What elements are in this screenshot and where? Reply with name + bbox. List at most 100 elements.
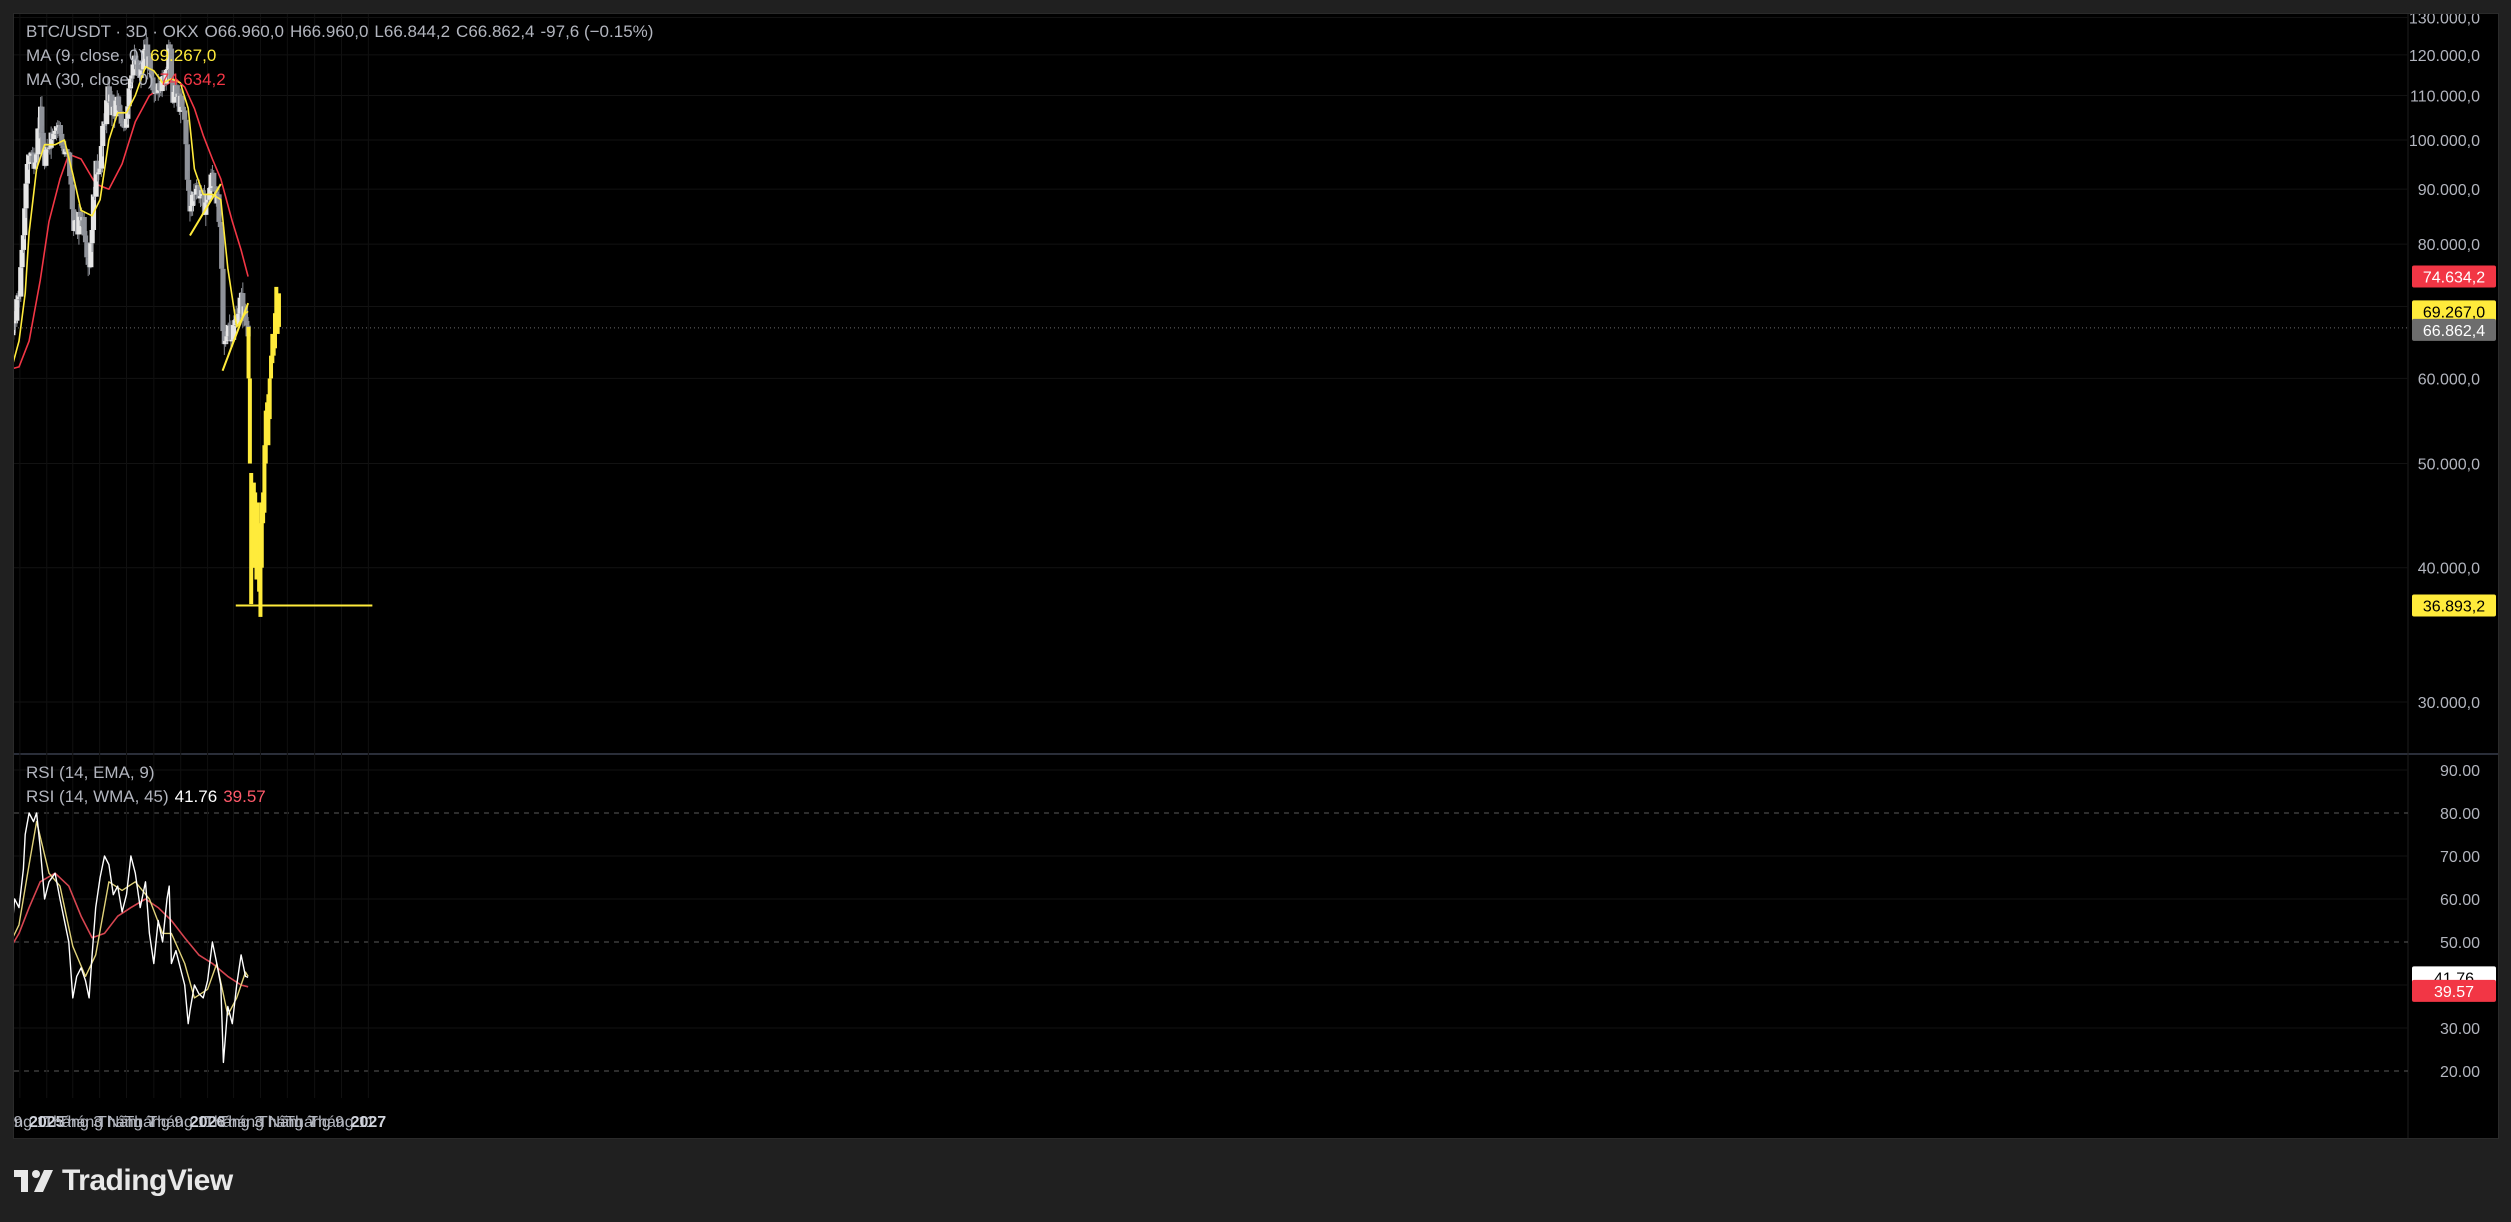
candle-body (221, 331, 227, 345)
rsi-tick-label: 60.00 (2440, 892, 2480, 909)
candle-body (212, 186, 218, 192)
candle-body (35, 128, 41, 155)
ma30-price-label: 74.634,2 (2423, 270, 2485, 287)
candle-body (216, 194, 222, 222)
candle-body (139, 69, 145, 71)
candle-body (164, 68, 171, 70)
candle-body (18, 267, 24, 297)
candle-body (19, 249, 25, 268)
candle-body (76, 211, 82, 235)
candle-body (147, 56, 153, 71)
price-tick-label: 110.000,0 (2410, 88, 2480, 105)
price-tick-label: 130.000,0 (2409, 14, 2480, 28)
candle-body (104, 100, 110, 125)
rsi2-legend-label[interactable]: RSI (14, WMA, 45) (26, 787, 169, 806)
rsi1-legend[interactable]: RSI (14, EMA, 9) (26, 762, 160, 784)
candle-body (59, 133, 65, 146)
candle-body (184, 144, 190, 180)
candle-body (149, 70, 155, 78)
symbol-legend[interactable]: BTC/USDT · 3D · OKX O66.960,0 H66.960,0 L66… (26, 21, 659, 43)
projection-bar (263, 410, 268, 464)
projection-bar (259, 502, 264, 568)
candle-body (115, 96, 122, 106)
candle-body (123, 118, 130, 128)
ma9-legend[interactable]: MA (9, close, 0) 69.267,0 (26, 45, 222, 67)
candle-body (126, 88, 132, 107)
candle-body (232, 320, 238, 326)
candle-body (154, 92, 160, 94)
time-tick-label: Tháng Năm (58, 1114, 142, 1131)
candle-body (193, 188, 200, 195)
price-change: -97,6 (−0.15%) (540, 22, 654, 41)
candle-body (34, 154, 40, 163)
price-tick-label: 30.000,0 (2418, 695, 2480, 712)
ohlc-close: C66.862,4 (456, 22, 535, 41)
candle-body (53, 126, 60, 131)
ma30-line-layer (14, 78, 249, 370)
rsi-layer (14, 812, 249, 1064)
candle-body (138, 69, 144, 78)
candle-body (167, 44, 173, 49)
ma30-legend[interactable]: MA (30, close, 0) 74.634,2 (26, 69, 232, 91)
rsi1-legend-label[interactable]: RSI (14, EMA, 9) (26, 763, 155, 782)
candle-body (118, 111, 124, 124)
chart-canvas[interactable]: 130.000,0 120.000,0 110.000,0 100.000,0 90.0… (14, 14, 2498, 1138)
candle-body (197, 196, 204, 199)
candle-body (125, 106, 131, 119)
ma30-price-label-bg (2412, 265, 2496, 288)
candle-body (166, 44, 172, 69)
last-price-label: 66.862,4 (2423, 323, 2485, 340)
time-tick-label: Tháng 9 (124, 1114, 183, 1131)
candle-body (14, 320, 19, 324)
ma9-legend-label[interactable]: MA (9, close, 0) (26, 46, 145, 65)
candle-body (93, 160, 99, 197)
candle-body (189, 194, 196, 206)
candle-body (224, 336, 230, 342)
last-price-label-bg (2412, 318, 2496, 341)
candle-body (43, 149, 49, 166)
candle-body (68, 176, 74, 185)
time-tick-label: Tháng 11 (14, 1114, 53, 1131)
rsi2-legend[interactable]: RSI (14, WMA, 45) 41.76 39.57 (26, 786, 272, 808)
symbol-title[interactable]: BTC/USDT · 3D · OKX (26, 22, 199, 41)
trendline-layer (189, 183, 373, 607)
candle-body (36, 128, 42, 130)
candle-body (28, 152, 34, 156)
time-tick-label: Tháng 9 (285, 1114, 344, 1131)
time-tick-label: Tháng 7 (258, 1114, 317, 1131)
price-tick-label: 50.000,0 (2418, 457, 2480, 474)
price-tick-label: 60.000,0 (2418, 371, 2480, 388)
candle-body (150, 77, 156, 91)
candle-body (240, 293, 246, 318)
time-tick-label: Tháng Năm (219, 1114, 303, 1131)
candle-body (180, 106, 186, 111)
candle-body (236, 313, 242, 325)
ma30-legend-label[interactable]: MA (30, close, 0) (26, 70, 154, 89)
candle-body (32, 162, 38, 169)
projection-bar (267, 378, 272, 420)
projection-layer (246, 286, 281, 617)
rsi-tick-label: 30.00 (2440, 1021, 2480, 1038)
candle-body (142, 48, 148, 51)
candlestick-layer (14, 33, 251, 355)
rsi-tick-label: 90.00 (2440, 763, 2480, 780)
candle-body (117, 105, 123, 112)
candle-body (133, 55, 139, 65)
rsi-ma-line (14, 872, 249, 988)
candle-body (88, 243, 94, 268)
price-tick-label: 100.000,0 (2409, 133, 2480, 150)
candle-body (183, 119, 189, 145)
rsi-tick-label: 80.00 (2440, 806, 2480, 823)
candle-body (171, 91, 177, 103)
projection-bar (246, 326, 251, 379)
candle-body (24, 163, 30, 184)
projection-bar (269, 355, 274, 379)
rsi2-legend-value1: 41.76 (174, 787, 218, 806)
candle-body (47, 147, 53, 149)
candle-body (196, 185, 202, 199)
candle-body (151, 90, 157, 94)
candle-body (145, 44, 151, 68)
chart-frame[interactable]: 130.000,0 120.000,0 110.000,0 100.000,0 90.0… (13, 13, 2499, 1139)
